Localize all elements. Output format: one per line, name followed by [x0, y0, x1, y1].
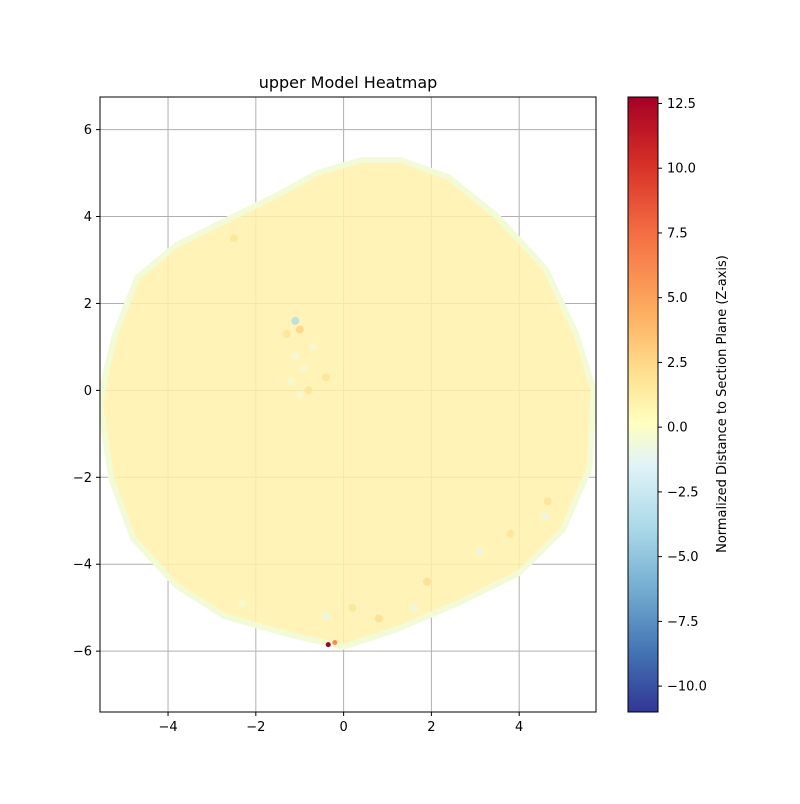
hotspot-point	[374, 614, 383, 623]
colorbar-axis: −10.0 −7.5 −5.0 −2.5 0.0 2.5 5.0 7.5 10.0 12.5	[658, 97, 707, 695]
y-tick-label: 2	[84, 297, 92, 312]
hotspot-point	[543, 497, 552, 506]
colorbar-tick-label: 0.0	[667, 421, 688, 436]
hotspot-point	[291, 316, 300, 325]
hotspot-point	[229, 234, 238, 243]
colorbar-tick-label: −5.0	[667, 550, 699, 565]
y-tick-label: −2	[73, 471, 92, 486]
hotspot-point	[506, 529, 515, 538]
plot-frame	[99, 96, 597, 713]
hotspot-point	[325, 642, 331, 648]
hotspot-point	[304, 386, 313, 395]
hotspot-point	[409, 603, 418, 612]
x-tick-label: 4	[515, 720, 523, 735]
colorbar-tick-label: 10.0	[667, 162, 696, 177]
x-tick-label: 2	[427, 720, 435, 735]
hotspot-point	[322, 612, 331, 621]
heatmap-surface	[100, 157, 596, 650]
x-tick-label: −2	[246, 720, 265, 735]
y-tick-label: 0	[84, 384, 92, 399]
x-tick-label: 0	[339, 720, 347, 735]
colorbar-tick-label: 12.5	[667, 97, 696, 112]
hotspot-point	[291, 351, 300, 360]
heatmap-region	[100, 157, 596, 650]
colorbar-tick-label: −2.5	[667, 485, 699, 500]
hotspot-point	[295, 390, 304, 399]
hotspot-point	[282, 329, 291, 338]
colorbar-tick-label: 7.5	[667, 226, 688, 241]
hotspot-point	[308, 342, 317, 351]
x-tick-label: −4	[158, 720, 177, 735]
colorbar-tick-label: 2.5	[667, 356, 688, 371]
hotspot-point	[332, 639, 338, 645]
colorbar-label: Normalized Distance to Section Plane (Z-…	[715, 255, 730, 553]
colorbar	[627, 96, 659, 713]
hotspot-point	[541, 512, 550, 521]
y-tick-label: −6	[73, 645, 92, 660]
x-axis: −4 −2 0 2 4	[158, 712, 523, 735]
y-tick-label: 4	[84, 210, 92, 225]
hotspot-point	[475, 547, 484, 556]
colorbar-tick-label: 5.0	[667, 291, 688, 306]
hotspot-point	[238, 599, 247, 608]
hotspot-point	[423, 577, 432, 586]
y-tick-label: −4	[73, 558, 92, 573]
hotspot-point	[348, 603, 357, 612]
hotspot-point	[286, 377, 295, 386]
colorbar-tick-label: −7.5	[667, 615, 699, 630]
colorbar-tick-label: −10.0	[667, 680, 707, 695]
y-tick-label: 6	[84, 123, 92, 138]
y-axis: −6 −4 −2 0 2 4 6	[73, 123, 100, 660]
hotspot-point	[295, 325, 304, 334]
hotspot-point	[322, 373, 331, 382]
chart-title: upper Model Heatmap	[259, 73, 438, 92]
hotspot-point	[300, 364, 309, 373]
